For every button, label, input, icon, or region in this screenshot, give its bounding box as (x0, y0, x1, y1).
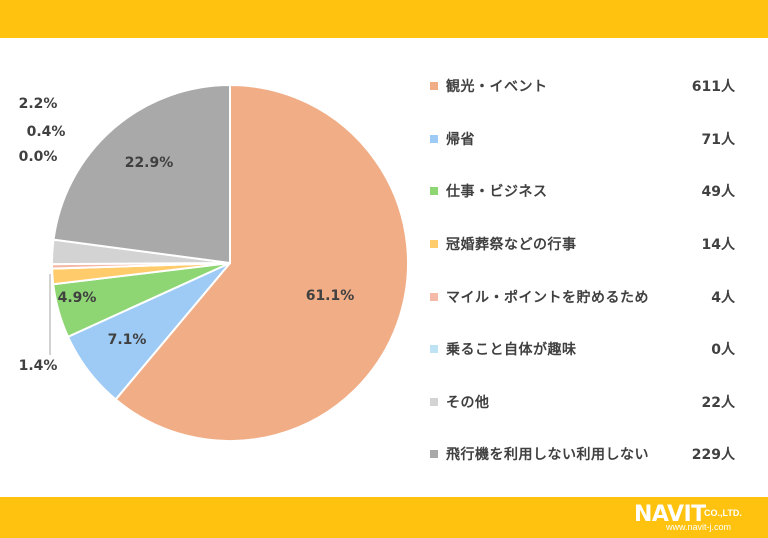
legend-label: 冠婚葬祭などの行事 (446, 237, 577, 254)
pie-slice (114, 83, 409, 442)
legend-label: マイル・ポイントを貯めるため (446, 289, 649, 306)
navit-logo: NAVIT CO.,LTD. www.navit-j.com (634, 502, 760, 534)
legend-item: その他 22人 (430, 376, 745, 429)
legend-label: 飛行機を利用しない利用しない (446, 447, 649, 464)
legend-item: 帰省 71人 (430, 113, 745, 166)
legend-label: 仕事・ビジネス (446, 184, 548, 201)
legend-count: 71人 (701, 131, 735, 148)
header-band (0, 0, 768, 38)
data-label: 0.0% (19, 149, 58, 165)
data-label: 4.9% (58, 290, 97, 306)
legend-item: 仕事・ビジネス 49人 (430, 165, 745, 218)
legend-swatch (430, 240, 438, 249)
legend-swatch (430, 397, 438, 406)
legend-label: 乗ること自体が趣味 (446, 342, 577, 359)
legend-item: 観光・イベント 611人 (430, 60, 745, 113)
legend-item: マイル・ポイントを貯めるため 4人 (430, 270, 745, 323)
logo-url: www.navit-j.com (666, 522, 732, 532)
legend-count: 611人 (691, 79, 735, 96)
legend-item: 飛行機を利用しない利用しない 229人 (430, 428, 745, 481)
legend-label: その他 (446, 394, 490, 411)
legend-label: 観光・イベント (446, 79, 548, 96)
data-label: 61.1% (306, 288, 355, 304)
legend-swatch (430, 134, 438, 143)
legend-item: 冠婚葬祭などの行事 14人 (430, 218, 745, 271)
data-label: 7.1% (108, 332, 147, 348)
data-label: 0.4% (27, 124, 66, 140)
legend-count: 229人 (691, 447, 735, 464)
logo-suffix: CO.,LTD. (704, 508, 742, 518)
legend-label: 帰省 (446, 131, 475, 148)
footer-band (0, 497, 768, 538)
data-label: 2.2% (19, 96, 58, 112)
legend-count: 22人 (701, 394, 735, 411)
legend-count: 4人 (711, 289, 735, 306)
legend-swatch (430, 82, 438, 91)
data-label: 1.4% (19, 358, 58, 374)
legend-swatch (430, 187, 438, 196)
legend-swatch (430, 450, 438, 459)
legend-count: 14人 (701, 237, 735, 254)
legend: 観光・イベント 611人帰省 71人仕事・ビジネス 49人冠婚葬祭などの行事 14人マイ… (430, 60, 745, 481)
legend-swatch (430, 345, 438, 354)
pie-slice (52, 83, 231, 265)
legend-swatch (430, 292, 438, 301)
legend-count: 49人 (701, 184, 735, 201)
legend-count: 0人 (711, 342, 735, 359)
logo-name: NAVIT (634, 502, 706, 527)
legend-item: 乗ること自体が趣味 0人 (430, 323, 745, 376)
data-label: 22.9% (125, 155, 174, 171)
